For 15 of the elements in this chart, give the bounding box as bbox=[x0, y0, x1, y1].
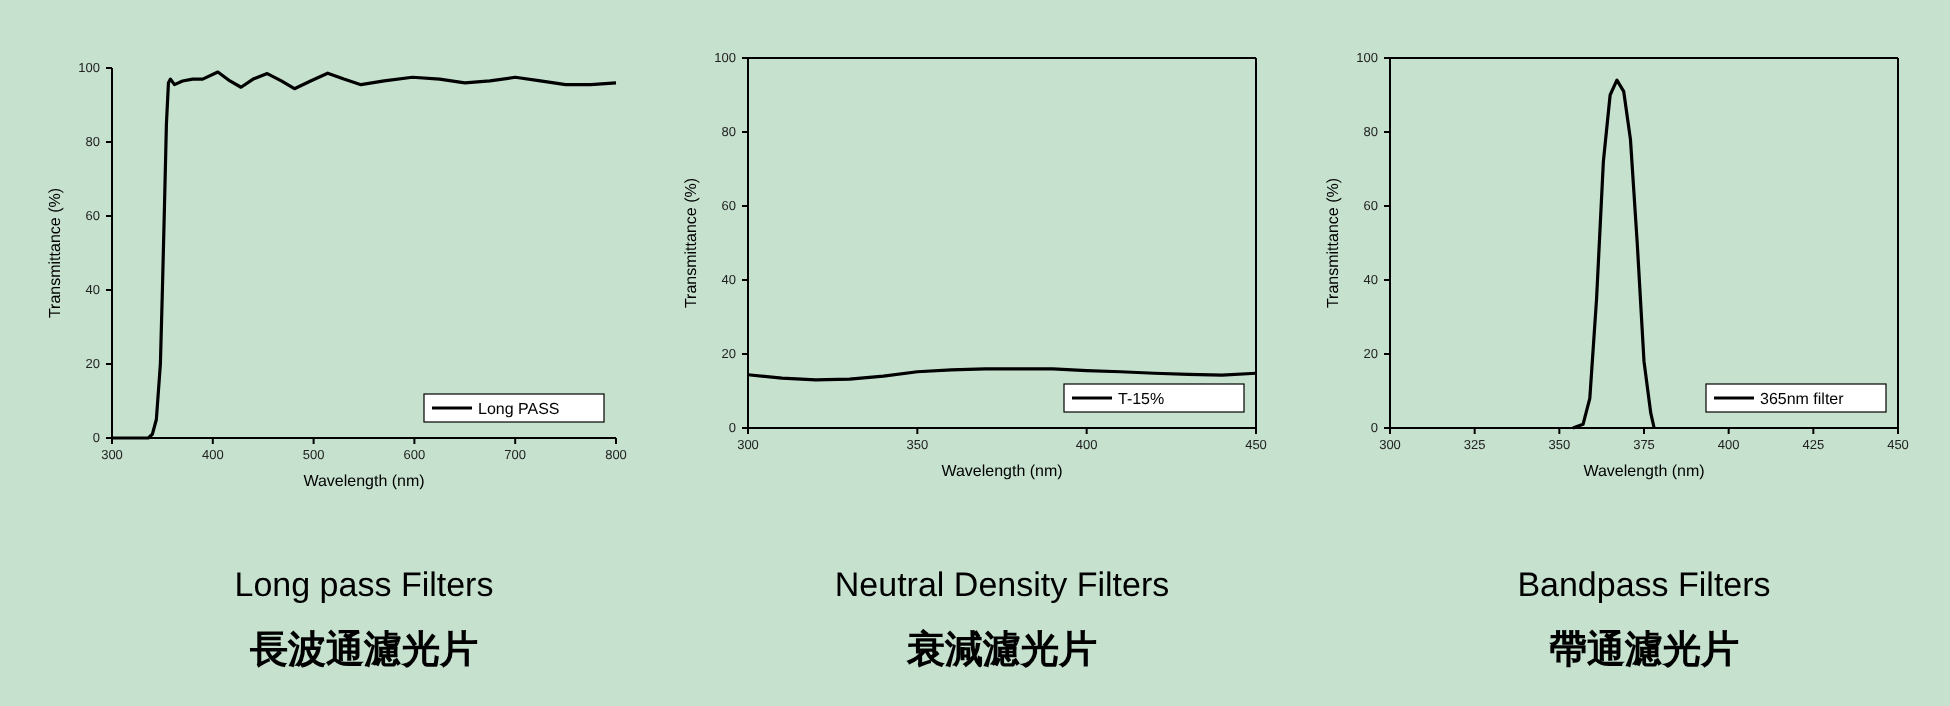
x-axis-title: Wavelength (nm) bbox=[1583, 462, 1706, 480]
y-axis-title: Transmittance (%) bbox=[1324, 177, 1342, 309]
legend-label: 365nm filter bbox=[1760, 390, 1845, 408]
text: Bandpass Filters bbox=[1517, 566, 1771, 604]
x-axis-title: Wavelength (nm) bbox=[303, 472, 426, 490]
text: 衰減濾光片 bbox=[905, 628, 1097, 672]
y-axis-title: Transmittance (%) bbox=[682, 177, 700, 309]
legend-label: T-15% bbox=[1118, 390, 1165, 408]
legend-label: Long PASS bbox=[478, 400, 560, 418]
text: 長波通濾光片 bbox=[248, 628, 478, 672]
text: Long pass Filters bbox=[234, 566, 494, 604]
text: Neutral Density Filters bbox=[834, 566, 1170, 604]
y-axis-title: Transmittance (%) bbox=[46, 187, 64, 319]
text: 帶通濾光片 bbox=[1549, 628, 1739, 672]
x-axis-title: Wavelength (nm) bbox=[941, 462, 1064, 480]
